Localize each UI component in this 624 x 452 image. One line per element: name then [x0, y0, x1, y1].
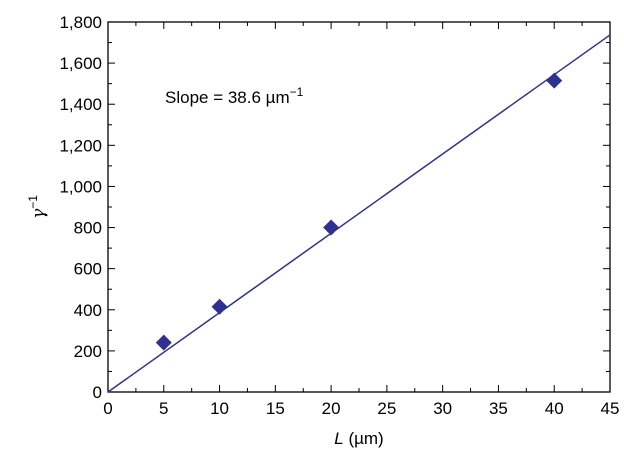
data-points	[155, 72, 563, 351]
y-tick-label: 1,200	[59, 136, 102, 155]
slope-annotation-sup: −1	[290, 85, 304, 99]
y-tick-label: 1,800	[59, 13, 102, 32]
y-axis-sup: −1	[26, 195, 40, 209]
y-axis-var: γ	[29, 208, 49, 219]
y-tick-labels: 0 200 400 600 800 1,000 1,200 1,400 1,600 1,800	[59, 13, 102, 402]
axis-ticks	[107, 21, 611, 393]
x-tick-label: 30	[433, 399, 452, 418]
x-axis-var: L	[334, 429, 343, 448]
x-tick-label: 20	[322, 399, 341, 418]
plot-frame	[107, 21, 611, 393]
y-tick-label: 1,600	[59, 54, 102, 73]
y-axis-title: γ−1	[26, 195, 49, 219]
slope-annotation: Slope = 38.6 µm−1	[165, 85, 304, 107]
y-tick-label: 600	[74, 260, 102, 279]
x-tick-label: 10	[210, 399, 229, 418]
x-tick-label: 40	[545, 399, 564, 418]
fit-line	[107, 34, 611, 393]
slope-annotation-text: Slope = 38.6 µm	[165, 88, 290, 107]
y-tick-label: 800	[74, 219, 102, 238]
data-point	[155, 334, 172, 351]
data-point	[546, 72, 563, 89]
x-tick-label: 0	[103, 399, 112, 418]
y-tick-label: 400	[74, 301, 102, 320]
x-axis-unit: (µm)	[344, 429, 384, 448]
y-tick-label: 200	[74, 342, 102, 361]
y-tick-label: 0	[93, 383, 102, 402]
x-tick-label: 5	[159, 399, 168, 418]
y-tick-label: 1,000	[59, 177, 102, 196]
data-point	[323, 219, 340, 236]
x-tick-label: 35	[489, 399, 508, 418]
x-tick-labels: 0 5 10 15 20 25 30 35 40 45	[103, 399, 619, 418]
x-axis-title: L (µm)	[334, 429, 383, 448]
y-tick-label: 1,400	[59, 95, 102, 114]
x-tick-label: 25	[377, 399, 396, 418]
x-tick-label: 15	[266, 399, 285, 418]
x-tick-label: 45	[601, 399, 620, 418]
data-point	[211, 298, 228, 315]
